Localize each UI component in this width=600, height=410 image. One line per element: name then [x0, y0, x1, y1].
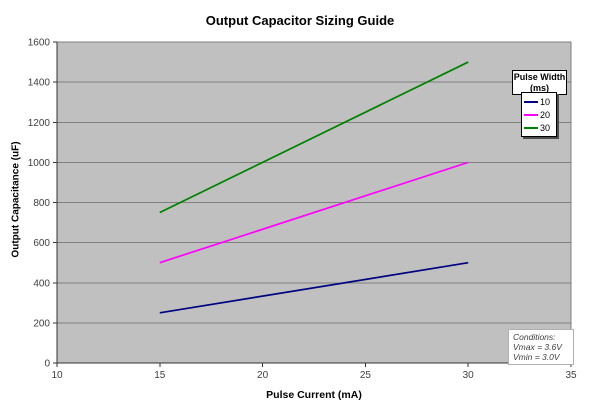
x-tick-label: 20 [257, 370, 269, 381]
y-axis-title: Output Capacitance (uF) [10, 141, 22, 258]
legend-title-line2: (ms) [529, 82, 549, 93]
x-axis-title: Pulse Current (mA) [266, 389, 362, 401]
y-tick-label: 400 [33, 278, 50, 289]
y-tick-label: 0 [44, 359, 50, 370]
y-tick-label: 1600 [28, 38, 51, 49]
y-tick-label: 600 [33, 238, 50, 249]
legend-swatch [524, 126, 538, 129]
legend-label: 20 [540, 109, 551, 120]
legend-label: 10 [540, 96, 551, 107]
x-tick-label: 35 [565, 370, 577, 381]
conditions-line: Vmin = 3.0V [513, 352, 560, 362]
y-tick-label: 1400 [28, 78, 51, 89]
series-line-30ms [159, 61, 469, 214]
y-tick-label: 1000 [28, 158, 51, 169]
legend-entry-10ms: 10 [522, 95, 556, 108]
conditions-line: Conditions: [513, 332, 556, 342]
legend-swatch [524, 113, 538, 116]
x-tick-label: 10 [51, 370, 63, 381]
legend-title: Pulse Width (ms) [512, 70, 567, 95]
x-tick-label: 30 [463, 370, 475, 381]
legend-entry-30ms: 30 [522, 121, 556, 134]
legend: 10 20 30 [521, 92, 557, 137]
series-line-20ms [159, 161, 469, 264]
y-tick-label: 200 [33, 318, 50, 329]
legend-label: 30 [540, 122, 551, 133]
legend-entry-20ms: 20 [522, 108, 556, 121]
y-tick-label: 800 [33, 198, 50, 209]
legend-title-line1: Pulse Width [513, 72, 566, 82]
chart-title: Output Capacitor Sizing Guide [205, 13, 395, 28]
y-tick-label: 1200 [28, 118, 51, 129]
conditions-annotation: Conditions: Vmax = 3.6V Vmin = 3.0V [508, 329, 574, 365]
x-tick-label: 25 [360, 370, 372, 381]
legend-swatch [524, 100, 538, 103]
x-tick-label: 15 [154, 370, 166, 381]
series-line-10ms [159, 261, 469, 314]
conditions-line: Vmax = 3.6V [513, 342, 562, 352]
